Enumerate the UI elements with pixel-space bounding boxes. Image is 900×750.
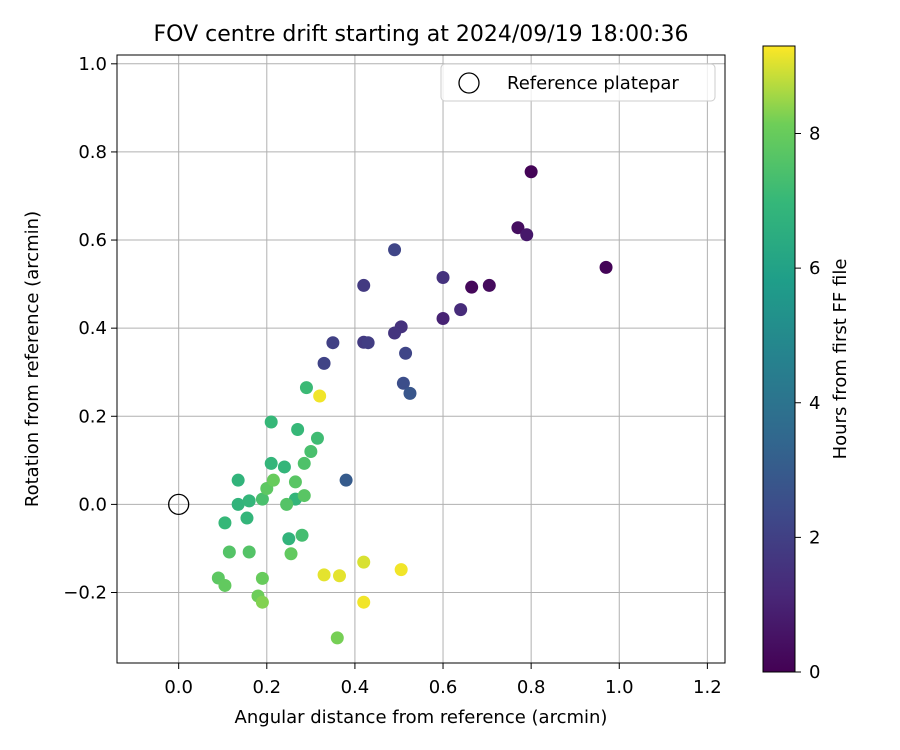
- y-axis-label: Rotation from reference (arcmin): [22, 211, 43, 507]
- x-tick-label: 1.0: [605, 677, 634, 698]
- data-point: [264, 456, 278, 470]
- y-tick-label: 0.0: [78, 494, 107, 515]
- data-point: [482, 278, 496, 292]
- data-point: [454, 303, 468, 317]
- legend-label: Reference platepar: [507, 73, 679, 94]
- x-tick-label: 1.2: [693, 677, 722, 698]
- data-point: [317, 356, 331, 370]
- data-point: [284, 547, 298, 561]
- data-point: [240, 511, 254, 525]
- data-point: [357, 555, 371, 569]
- legend-marker: [458, 72, 480, 94]
- y-tick-label: −0.2: [63, 583, 107, 604]
- y-tick-label: 0.2: [78, 406, 107, 427]
- colorbar-tick-label: 0: [809, 662, 820, 683]
- data-point: [313, 389, 327, 403]
- data-point: [330, 631, 344, 645]
- data-point: [339, 473, 353, 487]
- data-point: [288, 475, 302, 489]
- data-point: [255, 492, 269, 506]
- data-point: [295, 528, 309, 542]
- data-point: [399, 346, 413, 360]
- data-point: [388, 326, 402, 340]
- y-axis-ticks: −0.2 0.0 0.2 0.4 0.6 0.8 1.0: [63, 54, 117, 604]
- data-point: [291, 422, 305, 436]
- data-point: [361, 336, 375, 350]
- data-point: [231, 497, 245, 511]
- x-axis-label: Angular distance from reference (arcmin): [235, 707, 608, 728]
- data-point: [357, 278, 371, 292]
- x-tick-label: 0.8: [517, 677, 546, 698]
- data-point: [297, 456, 311, 470]
- data-point: [520, 228, 534, 242]
- data-points: [168, 165, 613, 645]
- x-axis-ticks: 0.0 0.2 0.4 0.6 0.8 1.0 1.2: [164, 663, 722, 698]
- colorbar: 0 2 4 6 8 Hours from first FF file: [762, 45, 851, 683]
- data-point: [255, 595, 269, 609]
- y-tick-label: 0.8: [78, 142, 107, 163]
- chart-title: FOV centre drift starting at 2024/09/19 …: [154, 22, 689, 47]
- legend: Reference platepar: [440, 63, 716, 102]
- data-point: [218, 578, 232, 592]
- colorbar-gradient: [762, 45, 796, 673]
- colorbar-tick-label: 4: [809, 393, 820, 414]
- data-point: [396, 376, 410, 390]
- data-point: [242, 494, 256, 508]
- data-point: [317, 568, 331, 582]
- data-point: [436, 311, 450, 325]
- x-tick-label: 0.0: [164, 677, 193, 698]
- y-tick-label: 0.4: [78, 318, 107, 339]
- data-point: [282, 532, 296, 546]
- data-point: [255, 571, 269, 585]
- data-point: [242, 545, 256, 559]
- plot-frame: [116, 54, 726, 664]
- x-tick-label: 0.2: [252, 677, 281, 698]
- colorbar-ticks: 0 2 4 6 8: [795, 124, 820, 683]
- colorbar-tick-label: 2: [809, 527, 820, 548]
- colorbar-label: Hours from first FF file: [830, 259, 851, 460]
- y-tick-label: 0.6: [78, 230, 107, 251]
- data-point: [326, 336, 340, 350]
- data-point: [266, 473, 280, 487]
- x-tick-label: 0.4: [341, 677, 370, 698]
- data-point: [511, 221, 525, 235]
- data-point: [277, 460, 291, 474]
- data-point: [310, 431, 324, 445]
- colorbar-tick-label: 6: [809, 258, 820, 279]
- data-point: [222, 545, 236, 559]
- data-point: [388, 243, 402, 257]
- data-point: [299, 381, 313, 395]
- data-point: [231, 473, 245, 487]
- data-point: [403, 386, 417, 400]
- data-point: [599, 260, 613, 274]
- colorbar-tick-label: 8: [809, 124, 820, 145]
- y-tick-label: 1.0: [78, 54, 107, 75]
- grid-lines: [117, 55, 725, 663]
- data-point: [297, 489, 311, 503]
- x-tick-label: 0.6: [429, 677, 458, 698]
- data-point: [280, 497, 294, 511]
- data-point: [264, 415, 278, 429]
- data-point: [357, 595, 371, 609]
- data-point: [304, 445, 318, 459]
- legend-box: [440, 63, 716, 102]
- data-point: [465, 280, 479, 294]
- data-point: [394, 563, 408, 577]
- data-point: [218, 516, 232, 530]
- data-point: [332, 569, 346, 583]
- data-point: [436, 270, 450, 284]
- data-point: [524, 165, 538, 179]
- reference-point: [168, 493, 190, 516]
